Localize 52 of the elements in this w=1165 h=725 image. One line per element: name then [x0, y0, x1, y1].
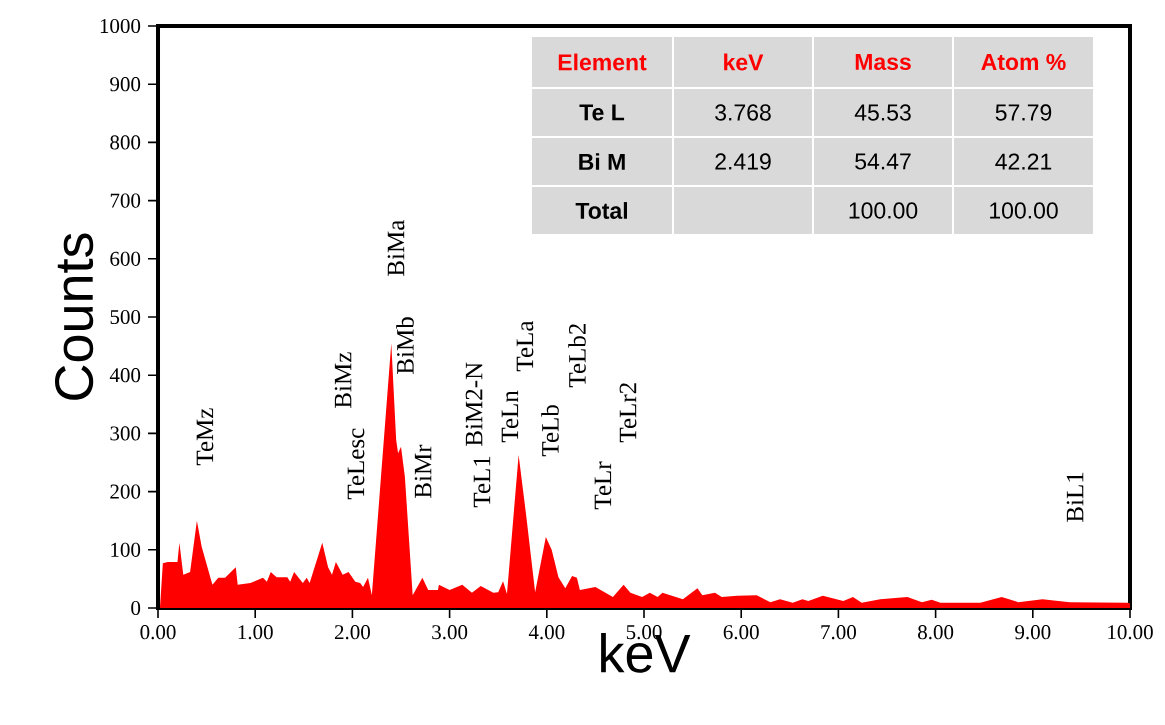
y-tick-label: 1000 [100, 18, 141, 34]
annotation: TeLr2 [619, 383, 637, 443]
text: 54.47 [855, 153, 911, 170]
annotation: TeMz [196, 408, 214, 466]
annotation: BiMb [396, 317, 414, 374]
text: 57.79 [995, 104, 1052, 121]
y-tick-label: 0 [131, 600, 141, 616]
x-tick-label: 10.00 [1108, 625, 1153, 640]
text: 2.419 [715, 153, 771, 170]
annotation: BiMz [334, 352, 352, 408]
annotation: TeLn [501, 390, 519, 443]
y-tick-label: 200 [110, 484, 141, 499]
x-tick-label: 3.00 [432, 625, 468, 640]
category-label: Bi M [579, 153, 625, 170]
x-tick-label: 9.00 [1015, 625, 1051, 640]
x-tick-label: 4.00 [528, 625, 565, 640]
category-label: Atom % [981, 53, 1066, 71]
annotation: TeL1 [473, 456, 491, 508]
y-tick-label: 500 [110, 309, 141, 325]
x-tick-label: 0.00 [140, 625, 176, 640]
text: 3.768 [715, 104, 771, 121]
category-label: Mass [855, 53, 911, 71]
y-tick-label: 700 [110, 193, 141, 208]
x-tick-label: 2.00 [334, 625, 370, 640]
x-tick-label: 1.00 [238, 625, 273, 640]
y-tick-label: 900 [110, 77, 141, 92]
category-label: keV [724, 53, 764, 71]
y-tick-label: 400 [109, 368, 141, 383]
x-tick-label: 6.00 [723, 625, 759, 640]
y-tick-label: 800 [110, 135, 141, 150]
text: 100.00 [990, 202, 1058, 219]
text: 45.53 [854, 104, 911, 121]
y-axis-title: Counts [54, 233, 94, 400]
text: 42.21 [995, 153, 1052, 170]
annotation: TeLesc [347, 428, 365, 500]
annotation: TeLr [594, 461, 612, 510]
annotation: BiL1 [1066, 472, 1084, 522]
y-tick-label: 300 [110, 426, 141, 441]
annotation: TeLa [516, 320, 534, 372]
annotation: BiMa [387, 219, 405, 276]
annotation: TeLb [541, 405, 559, 457]
annotation: TeLb2 [568, 324, 586, 388]
y-tick-label: 600 [110, 251, 141, 266]
category-label: Element [558, 53, 647, 71]
x-tick-label: 8.00 [918, 625, 954, 640]
annotation: BiMr [414, 444, 432, 498]
y-tick-label: 100 [111, 542, 141, 557]
category-label: Total [575, 202, 628, 219]
x-tick-label: 7.00 [821, 625, 856, 640]
category-label: Te L [579, 104, 625, 121]
text: 100.00 [849, 202, 918, 219]
annotation: BiM2-N [465, 362, 483, 446]
